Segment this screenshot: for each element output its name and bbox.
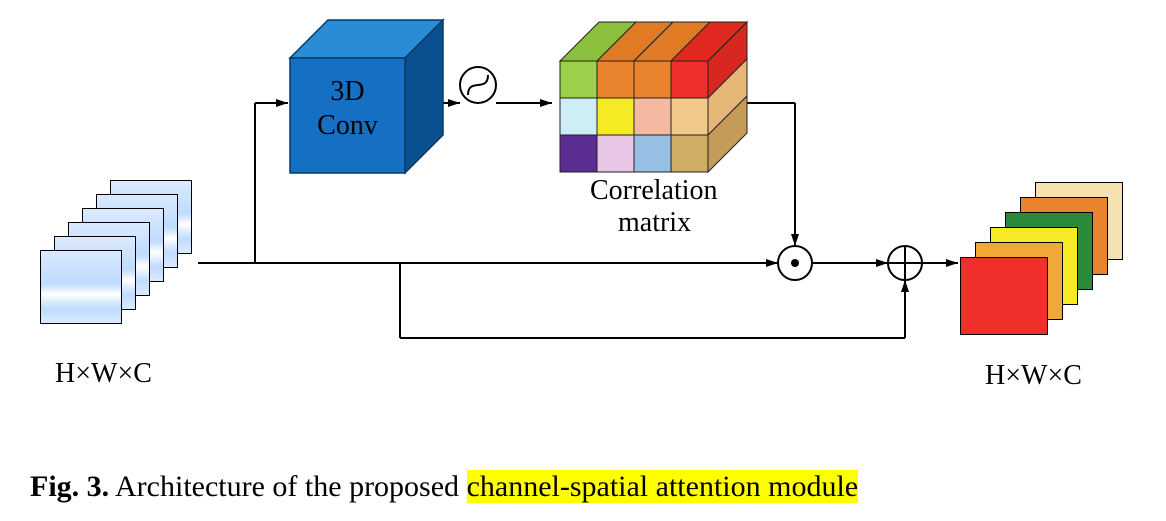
- sigmoid-activation: [460, 67, 496, 103]
- input-feature-stack: [40, 180, 190, 322]
- arrow-add-to-output: [922, 259, 958, 267]
- input-dims-label: H×W×C: [55, 358, 152, 390]
- output-sheet: [960, 257, 1048, 335]
- conv3d-label-line2: Conv: [290, 110, 405, 142]
- correlation-matrix-cube: [560, 22, 747, 172]
- arrow-sigma-to-corr: [496, 99, 552, 107]
- figure-caption: Fig. 3. Architecture of the proposed cha…: [30, 470, 858, 504]
- skip-up-to-add: [901, 280, 909, 338]
- arrow-conv-to-sigma: [442, 99, 460, 107]
- caption-highlight: channel-spatial attention module: [467, 470, 859, 503]
- output-feature-stack: [960, 182, 1121, 333]
- conv3d-label-line1: 3D: [290, 76, 405, 108]
- arrow-mult-to-add: [812, 259, 888, 267]
- arrow-corr-down-to-mult: [791, 103, 799, 246]
- input-sheet: [40, 250, 122, 324]
- caption-prefix: Fig. 3.: [30, 470, 109, 503]
- correlation-label-line2: matrix: [618, 207, 691, 239]
- elementwise-multiply-node: [778, 246, 812, 280]
- caption-main: Architecture of the proposed: [109, 470, 466, 503]
- elementwise-add-node: [888, 246, 922, 280]
- arrow-input-to-mult: [198, 259, 778, 267]
- correlation-label-line1: Correlation: [590, 175, 718, 207]
- output-dims-label: H×W×C: [985, 360, 1082, 392]
- figure-canvas: H×W×C 3DConv Correlationmatrix H×W×C Fig. 3.…: [0, 0, 1166, 521]
- arrow-to-conv: [255, 99, 288, 107]
